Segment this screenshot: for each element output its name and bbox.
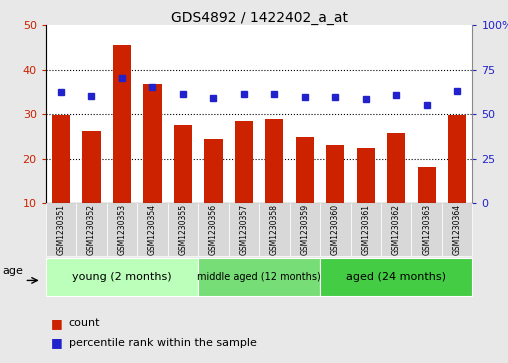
Bar xyxy=(235,121,253,203)
Text: GSM1230362: GSM1230362 xyxy=(392,204,401,255)
Text: count: count xyxy=(69,318,100,328)
Bar xyxy=(418,167,436,203)
Text: GSM1230358: GSM1230358 xyxy=(270,204,279,255)
Bar xyxy=(326,146,344,203)
Bar xyxy=(448,115,466,203)
Bar xyxy=(265,119,283,203)
Text: GSM1230357: GSM1230357 xyxy=(239,204,248,255)
Text: young (2 months): young (2 months) xyxy=(72,272,172,282)
Text: GDS4892 / 1422402_a_at: GDS4892 / 1422402_a_at xyxy=(171,11,347,25)
Text: percentile rank within the sample: percentile rank within the sample xyxy=(69,338,257,348)
Bar xyxy=(204,139,223,203)
Bar xyxy=(52,115,70,203)
Text: middle aged (12 months): middle aged (12 months) xyxy=(197,272,321,282)
Text: GSM1230354: GSM1230354 xyxy=(148,204,157,255)
Text: GSM1230352: GSM1230352 xyxy=(87,204,96,255)
Text: GSM1230361: GSM1230361 xyxy=(361,204,370,255)
Bar xyxy=(113,45,131,203)
Text: ■: ■ xyxy=(51,317,62,330)
Bar xyxy=(357,148,375,203)
Text: GSM1230355: GSM1230355 xyxy=(178,204,187,255)
Text: GSM1230360: GSM1230360 xyxy=(331,204,340,255)
Text: GSM1230363: GSM1230363 xyxy=(422,204,431,255)
Bar xyxy=(143,84,162,203)
Text: age: age xyxy=(3,266,23,276)
Text: GSM1230356: GSM1230356 xyxy=(209,204,218,255)
Text: ■: ■ xyxy=(51,337,62,350)
Bar xyxy=(387,133,405,203)
Text: GSM1230351: GSM1230351 xyxy=(56,204,66,255)
Bar xyxy=(296,136,314,203)
Bar xyxy=(82,131,101,203)
Text: GSM1230364: GSM1230364 xyxy=(453,204,462,255)
Bar xyxy=(174,125,192,203)
Text: GSM1230353: GSM1230353 xyxy=(117,204,126,255)
Text: GSM1230359: GSM1230359 xyxy=(300,204,309,255)
Text: aged (24 months): aged (24 months) xyxy=(346,272,446,282)
